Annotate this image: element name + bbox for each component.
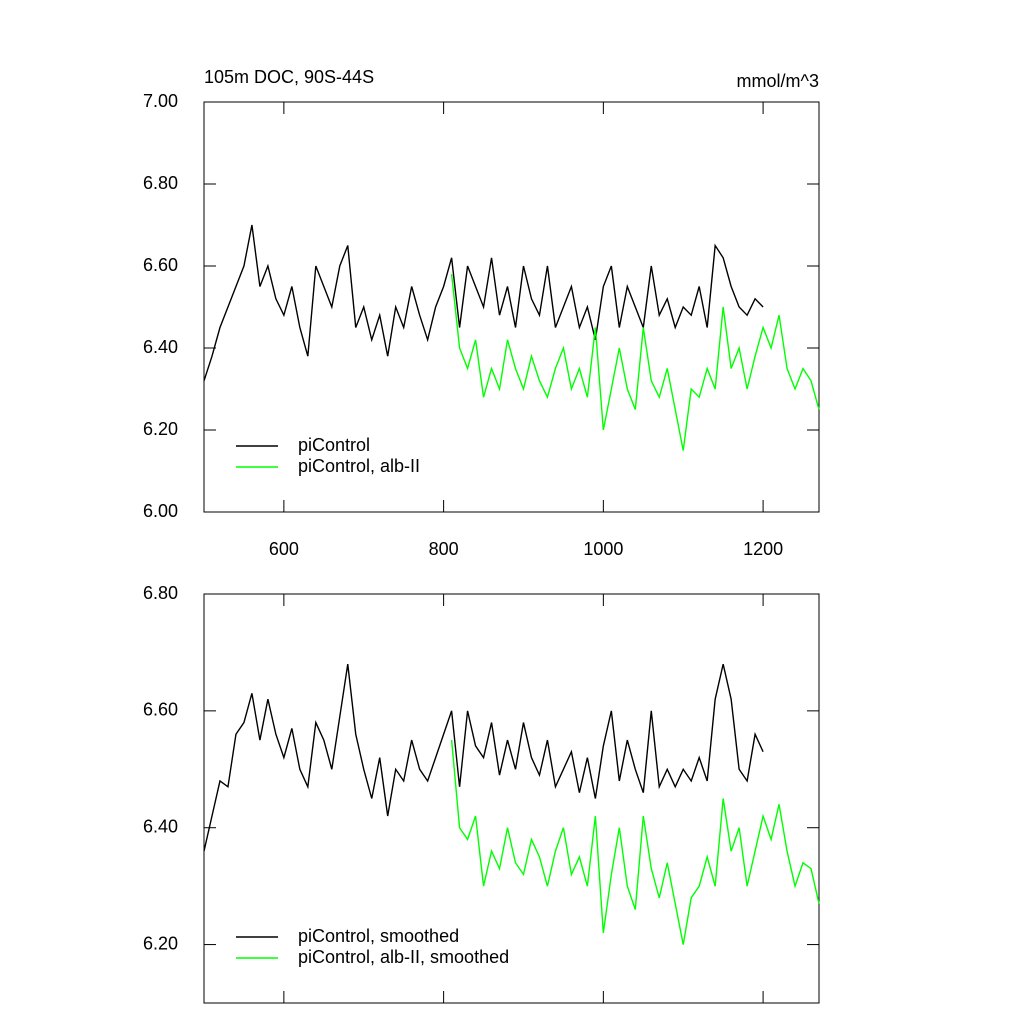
x-tick-label: 1200 (743, 539, 783, 559)
y-tick-label: 6.80 (143, 583, 178, 603)
y-tick-label: 7.00 (143, 91, 178, 111)
y-tick-label: 6.60 (143, 255, 178, 275)
y-tick-label: 6.40 (143, 816, 178, 836)
plot-frame (203, 593, 820, 1004)
legend-label: piControl, smoothed (298, 926, 459, 946)
plot-frame (203, 101, 820, 513)
y-tick-label: 6.60 (143, 700, 178, 720)
legend-label: piControl, alb-II, smoothed (298, 947, 509, 967)
data-line (203, 663, 764, 852)
chart-title: 105m DOC, 90S-44S (204, 67, 374, 87)
data-line (450, 740, 820, 945)
data-line (203, 224, 764, 382)
legend-label: piControl, alb-II (298, 456, 420, 476)
legend-label: piControl (298, 435, 370, 455)
data-line (450, 274, 820, 451)
y-tick-label: 6.20 (143, 933, 178, 953)
y-tick-label: 6.00 (143, 501, 178, 521)
units-label: mmol/m^3 (737, 71, 819, 91)
y-tick-label: 6.80 (143, 173, 178, 193)
x-tick-label: 800 (429, 539, 459, 559)
y-tick-label: 6.20 (143, 419, 178, 439)
x-tick-label: 1000 (583, 539, 623, 559)
x-tick-label: 600 (269, 539, 299, 559)
y-tick-label: 6.40 (143, 337, 178, 357)
